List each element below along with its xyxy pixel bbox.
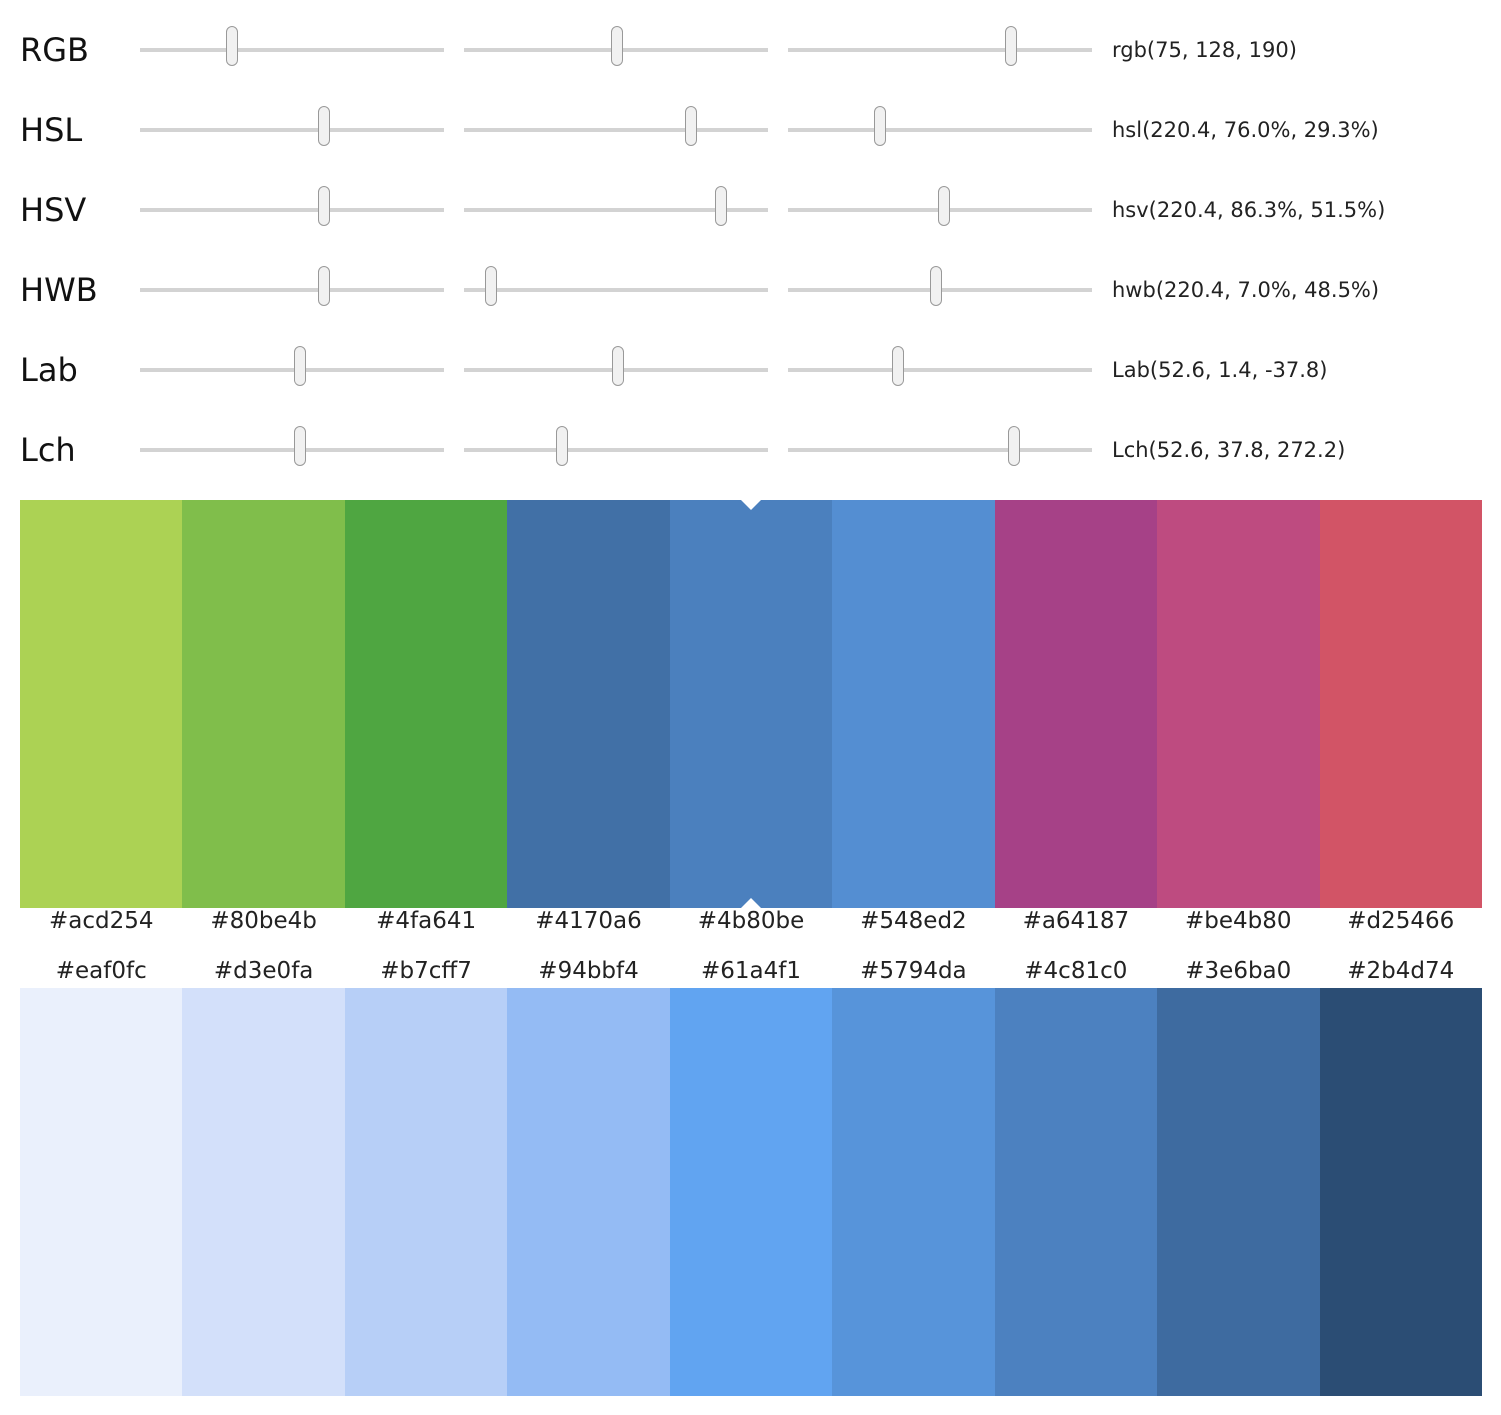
slider-thumb[interactable] — [938, 186, 951, 226]
color-swatch[interactable] — [994, 500, 1158, 908]
hex-label: #4fa641 — [376, 908, 477, 934]
hex-label: #a64187 — [1022, 908, 1130, 934]
slider-track[interactable] — [788, 26, 1092, 66]
shade-hex-labels: #eaf0fc #d3e0fa #b7cff7 #94bbf4 #61a4f1 #5794… — [20, 958, 1482, 984]
slider-track[interactable] — [140, 186, 444, 226]
model-label: HSL — [20, 111, 83, 149]
model-value: Lch(52.6, 37.8, 272.2) — [1112, 438, 1346, 462]
model-label: HWB — [20, 271, 98, 309]
color-swatch[interactable] — [507, 988, 670, 1396]
slider-thumb[interactable] — [929, 266, 942, 306]
slider-thumb[interactable] — [485, 266, 498, 306]
model-value: rgb(75, 128, 190) — [1112, 38, 1297, 62]
slider-track[interactable] — [140, 106, 444, 146]
color-swatch[interactable] — [1319, 988, 1482, 1396]
color-swatch[interactable] — [182, 988, 345, 1396]
slider-track[interactable] — [464, 186, 768, 226]
slider-track[interactable] — [464, 266, 768, 306]
slider-thumb[interactable] — [612, 346, 625, 386]
slider-thumb[interactable] — [226, 26, 239, 66]
selected-marker-bottom — [740, 898, 761, 908]
slider-track[interactable] — [788, 426, 1092, 466]
selected-marker-top — [740, 500, 761, 510]
color-swatch[interactable] — [669, 988, 833, 1396]
model-row-hsv: HSV hsv(220.4, 86.3%, 51.5%) — [0, 186, 1501, 270]
color-swatch[interactable] — [507, 500, 670, 908]
color-swatch[interactable] — [344, 500, 508, 908]
slider-track[interactable] — [464, 106, 768, 146]
hex-label: #be4b80 — [1185, 908, 1292, 934]
slider-thumb[interactable] — [318, 266, 331, 306]
slider-track[interactable] — [788, 106, 1092, 146]
color-swatch[interactable] — [1157, 500, 1320, 908]
hex-label: #4170a6 — [535, 908, 642, 934]
slider-thumb[interactable] — [873, 106, 886, 146]
slider-track[interactable] — [464, 346, 768, 386]
hex-label: #d25466 — [1347, 908, 1455, 934]
slider-track[interactable] — [788, 186, 1092, 226]
model-row-hwb: HWB hwb(220.4, 7.0%, 48.5%) — [0, 266, 1501, 350]
slider-track[interactable] — [140, 426, 444, 466]
color-swatch[interactable] — [344, 988, 508, 1396]
hex-label: #94bbf4 — [538, 958, 639, 984]
color-swatch[interactable] — [832, 500, 995, 908]
slider-track[interactable] — [464, 26, 768, 66]
model-row-lab: Lab Lab(52.6, 1.4, -37.8) — [0, 346, 1501, 430]
slider-thumb[interactable] — [318, 106, 331, 146]
color-swatch[interactable] — [182, 500, 345, 908]
slider-track[interactable] — [464, 426, 768, 466]
slider-track[interactable] — [788, 346, 1092, 386]
slider-thumb[interactable] — [293, 346, 306, 386]
model-label: Lab — [20, 351, 78, 389]
hex-label: #2b4d74 — [1347, 958, 1455, 984]
slider-thumb[interactable] — [556, 426, 569, 466]
model-row-rgb: RGB rgb(75, 128, 190) — [0, 26, 1501, 110]
model-row-lch: Lch Lch(52.6, 37.8, 272.2) — [0, 426, 1501, 510]
slider-thumb[interactable] — [1005, 26, 1018, 66]
slider-thumb[interactable] — [318, 186, 331, 226]
slider-thumb[interactable] — [685, 106, 698, 146]
color-swatch[interactable] — [669, 500, 833, 908]
hex-label: #b7cff7 — [380, 958, 472, 984]
slider-thumb[interactable] — [293, 426, 306, 466]
model-label: HSV — [20, 191, 87, 229]
color-swatch[interactable] — [20, 500, 183, 908]
model-label: RGB — [20, 31, 89, 69]
slider-thumb[interactable] — [1008, 426, 1021, 466]
model-value: Lab(52.6, 1.4, -37.8) — [1112, 358, 1328, 382]
hex-label: #acd254 — [48, 908, 154, 934]
harmony-hex-labels: #acd254 #80be4b #4fa641 #4170a6 #4b80be #548e… — [20, 908, 1482, 934]
slider-track[interactable] — [788, 266, 1092, 306]
model-row-hsl: HSL hsl(220.4, 76.0%, 29.3%) — [0, 106, 1501, 190]
color-swatch[interactable] — [1157, 988, 1320, 1396]
slider-track[interactable] — [140, 266, 444, 306]
hex-label: #548ed2 — [860, 908, 967, 934]
slider-thumb[interactable] — [891, 346, 904, 386]
model-value: hwb(220.4, 7.0%, 48.5%) — [1112, 278, 1380, 302]
model-label: Lch — [20, 431, 76, 469]
slider-thumb[interactable] — [715, 186, 728, 226]
hex-label: #5794da — [860, 958, 967, 984]
slider-thumb[interactable] — [610, 26, 623, 66]
slider-track[interactable] — [140, 346, 444, 386]
slider-track[interactable] — [140, 26, 444, 66]
color-swatch[interactable] — [832, 988, 995, 1396]
hex-label: #3e6ba0 — [1185, 958, 1292, 984]
color-swatch[interactable] — [20, 988, 183, 1396]
model-value: hsv(220.4, 86.3%, 51.5%) — [1112, 198, 1386, 222]
shade-swatch-strip — [20, 988, 1482, 1396]
hex-label: #61a4f1 — [700, 958, 801, 984]
color-swatch[interactable] — [994, 988, 1158, 1396]
hex-label: #4c81c0 — [1024, 958, 1128, 984]
hex-label: #eaf0fc — [55, 958, 147, 984]
hex-label: #4b80be — [697, 908, 805, 934]
color-swatch[interactable] — [1319, 500, 1482, 908]
hex-label: #d3e0fa — [213, 958, 314, 984]
hex-label: #80be4b — [210, 908, 317, 934]
harmony-swatch-strip — [20, 500, 1482, 908]
model-value: hsl(220.4, 76.0%, 29.3%) — [1112, 118, 1379, 142]
